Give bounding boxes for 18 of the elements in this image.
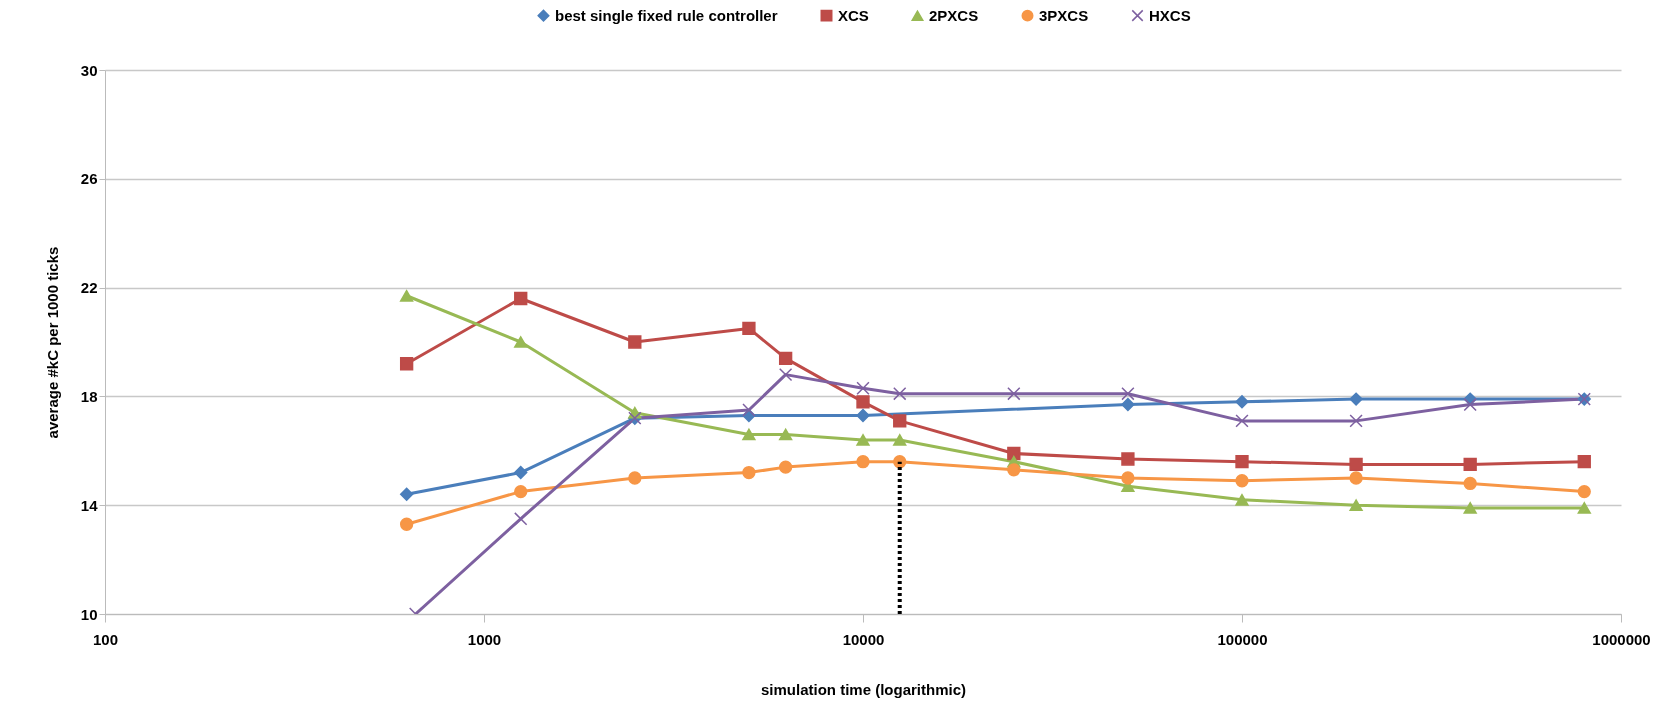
x-tick-label: 100 <box>92 630 119 648</box>
x-tick-label: 1000 <box>467 630 502 648</box>
x-tick-label: 100000 <box>1217 630 1268 648</box>
y-tick-label: 30 <box>80 61 98 79</box>
y-tick-label: 10 <box>80 605 98 623</box>
legend-label: best single fixed rule controller <box>555 6 778 24</box>
legend-label: HXCS <box>1149 6 1191 24</box>
x-axis-title: simulation time (logarithmic) <box>760 680 967 698</box>
y-tick-label: 14 <box>80 496 99 514</box>
y-tick-label: 26 <box>80 170 98 188</box>
y-tick-label: 18 <box>80 387 98 405</box>
legend-label: 2PXCS <box>929 6 979 24</box>
legend-label: XCS <box>838 6 869 24</box>
y-axis-title: average #kC per 1000 ticks <box>43 246 61 439</box>
x-tick-label: 10000 <box>842 630 885 648</box>
legend-label: 3PXCS <box>1039 6 1089 24</box>
y-tick-label: 22 <box>80 279 98 297</box>
x-tick-label: 1000000 <box>1592 630 1651 648</box>
